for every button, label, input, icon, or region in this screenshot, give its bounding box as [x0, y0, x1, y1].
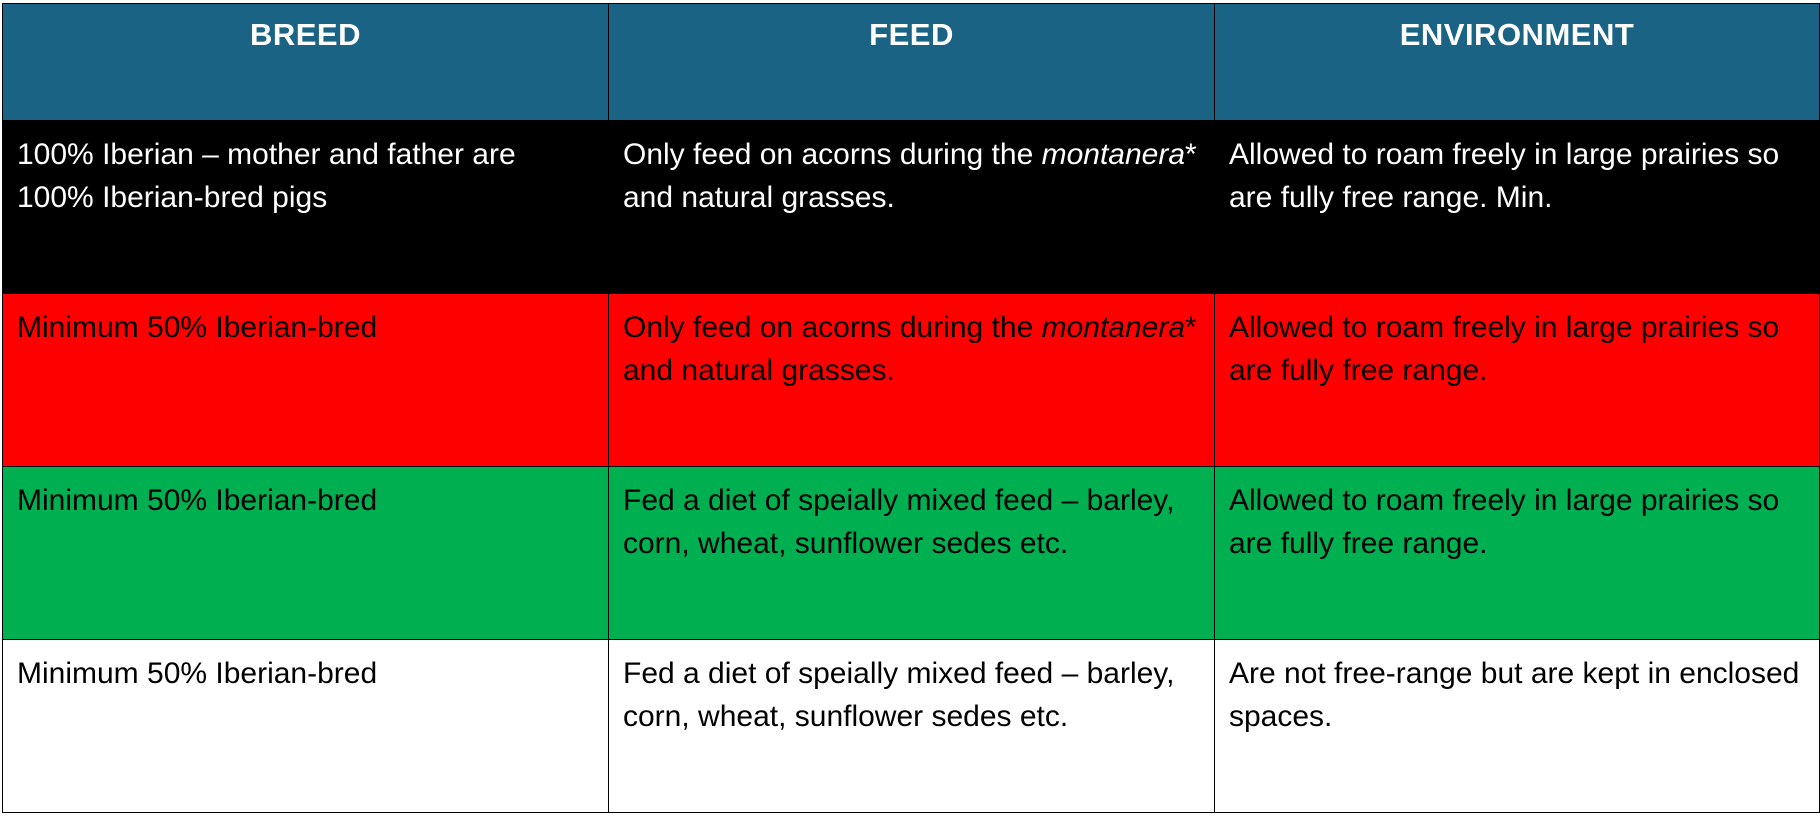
breed-text: Minimum 50% Iberian-bred: [17, 484, 378, 517]
environment-cell: Are not free-range but are kept in enclo…: [1214, 639, 1820, 813]
environment-text: Allowed to roam freely in large prairies…: [1229, 138, 1780, 214]
feed-text-emphasis: montanera: [1041, 138, 1186, 171]
feed-text-emphasis: montanera: [1041, 311, 1186, 344]
header-row: BREED FEED ENVIRONMENT: [2, 3, 1820, 121]
header-feed: FEED: [608, 3, 1215, 121]
feed-text: Fed a diet of speially mixed feed – barl…: [623, 484, 1175, 560]
breed-text: 100% Iberian – mother and father are 100…: [17, 138, 516, 214]
feed-text: Fed a diet of speially mixed feed – barl…: [623, 657, 1175, 733]
environment-text: Allowed to roam freely in large prairies…: [1229, 484, 1780, 560]
feed-cell: Only feed on acorns during the montanera…: [608, 293, 1215, 467]
table-row: Minimum 50% Iberian-bred Fed a diet of s…: [2, 466, 1820, 640]
environment-cell: Allowed to roam freely in large prairies…: [1214, 120, 1820, 294]
table-row: Minimum 50% Iberian-bred Only feed on ac…: [2, 293, 1820, 467]
environment-cell: Allowed to roam freely in large prairies…: [1214, 293, 1820, 467]
feed-text-lead: Only feed on acorns during the: [623, 138, 1042, 171]
table-row: Minimum 50% Iberian-bred Fed a diet of s…: [2, 639, 1820, 813]
feed-cell: Fed a diet of speially mixed feed – barl…: [608, 639, 1215, 813]
feed-text-lead: Only feed on acorns during the: [623, 311, 1042, 344]
header-environment-label: ENVIRONMENT: [1399, 17, 1635, 52]
breed-text: Minimum 50% Iberian-bred: [17, 657, 378, 690]
breed-cell: Minimum 50% Iberian-bred: [2, 466, 609, 640]
breed-text: Minimum 50% Iberian-bred: [17, 311, 378, 344]
feed-text-tail: * and natural grasses.: [623, 311, 1197, 387]
feed-text: Only feed on acorns during the montanera…: [609, 121, 1214, 219]
environment-text: Allowed to roam freely in large prairies…: [1229, 311, 1780, 387]
environment-text: Are not free-range but are kept in enclo…: [1229, 657, 1800, 733]
feed-cell: Fed a diet of speially mixed feed – barl…: [608, 466, 1215, 640]
feed-text-tail: * and natural grasses.: [623, 138, 1197, 214]
header-feed-label: FEED: [869, 17, 954, 52]
header-breed: BREED: [2, 3, 609, 121]
breed-cell: Minimum 50% Iberian-bred: [2, 639, 609, 813]
table-row: 100% Iberian – mother and father are 100…: [2, 120, 1820, 294]
header-breed-label: BREED: [249, 17, 361, 52]
pig-classification-table: BREED FEED ENVIRONMENT 100% Iberian – mo…: [2, 3, 1820, 813]
feed-cell: Only feed on acorns during the montanera…: [608, 120, 1215, 294]
breed-cell: Minimum 50% Iberian-bred: [2, 293, 609, 467]
feed-text: Only feed on acorns during the montanera…: [609, 294, 1214, 392]
comparison-table: BREED FEED ENVIRONMENT 100% Iberian – mo…: [2, 3, 1820, 813]
environment-cell: Allowed to roam freely in large prairies…: [1214, 466, 1820, 640]
header-environment: ENVIRONMENT: [1214, 3, 1820, 121]
breed-cell: 100% Iberian – mother and father are 100…: [2, 120, 609, 294]
